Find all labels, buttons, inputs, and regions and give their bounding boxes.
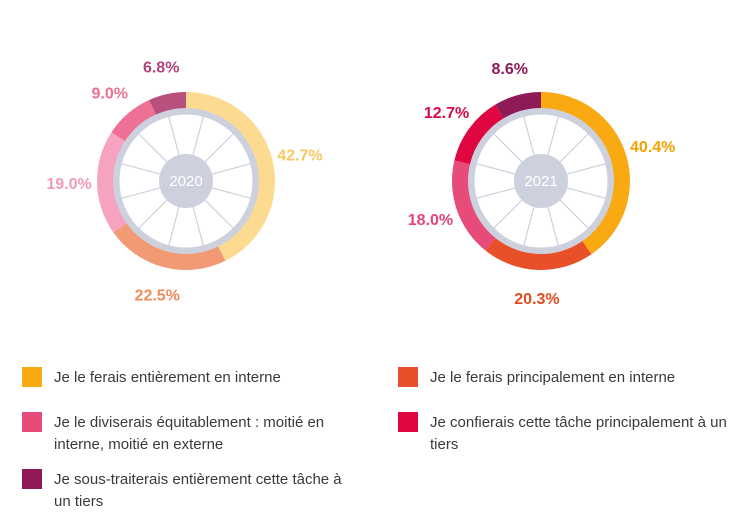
slice-label: 40.4% [630,139,675,156]
wheel-spoke [546,116,559,158]
wheel-spoke [209,186,251,199]
legend-item-1: Je le ferais entièrement en interne [22,367,352,389]
wheel-spoke [476,186,518,199]
slice-label: 18.0% [408,212,453,229]
slice-label: 6.8% [143,60,179,77]
donut-chart-2020: 42.7% 22.5% 19.0% 9.0% 6.8% 2020 [46,60,322,305]
wheel-spoke [493,198,524,229]
legend-label: Je le diviserais équitablement : moitié … [54,414,325,453]
wheel-spoke [564,186,606,199]
legend-item-5: Je sous-traiterais entièrement cette tâc… [22,469,352,513]
legend-swatch [22,469,42,489]
donut-slice [485,238,592,271]
slice-label: 9.0% [92,85,128,102]
wheel-spoke [546,204,559,246]
legend-swatch [22,367,42,387]
wheel-spoke [476,163,518,176]
chart-year-label: 2020 [169,173,202,190]
donut-slice [495,92,541,119]
wheel-spoke [203,133,234,164]
wheel-spoke [203,198,234,229]
slice-label: 12.7% [424,105,469,122]
wheel-rim [112,107,260,255]
hub-circle [514,154,568,208]
legend-item-2: Je le ferais principalement en interne [398,367,733,389]
slice-label: 8.6% [492,61,528,78]
donut-chart-2021: 40.4% 20.3% 18.0% 12.7% 8.6% 2021 [408,61,676,308]
legend-item-4: Je confierais cette tâche principalement… [398,412,738,456]
wheel-spoke [121,186,163,199]
legend-label: Je sous-traiterais entièrement cette tâc… [54,471,342,510]
wheel-spoke [138,133,169,164]
legend-item-3: Je le diviserais équitablement : moitié … [22,412,352,456]
donut-slice [454,104,504,165]
chart-year-label: 2021 [524,173,557,190]
hub-circle [159,154,213,208]
donut-slice [186,92,276,261]
wheel-spoke [523,204,536,246]
legend-swatch [22,412,42,432]
donut-slice [452,160,496,251]
wheel-spoke [191,204,204,246]
slice-label: 22.5% [135,287,180,304]
legend-swatch [398,412,418,432]
wheel-spoke [564,163,606,176]
legend-label: Je le ferais principalement en interne [430,369,676,386]
wheel-spoke [558,133,589,164]
wheel-spoke [168,116,181,158]
wheel-spoke [138,198,169,229]
wheel-spoke [168,204,181,246]
donut-slice [97,132,127,233]
donut-slice [113,223,226,271]
wheel-spoke [493,133,524,164]
donut-slice [111,100,156,142]
legend-label: Je confierais cette tâche principalement… [430,414,727,453]
legend-swatch [398,367,418,387]
slice-label: 19.0% [46,176,91,193]
legend-label: Je le ferais entièrement en interne [54,369,281,386]
donut-slice [541,92,630,255]
donut-charts: 42.7% 22.5% 19.0% 9.0% 6.8% 2020 40.4% 20.3% 18… [46,60,676,308]
slice-label: 20.3% [514,291,559,308]
wheel-spoke [121,163,163,176]
donut-slice [149,92,186,115]
wheel-spoke [191,116,204,158]
wheel-rim [467,107,615,255]
slice-label: 42.7% [277,147,322,164]
wheel-spoke [558,198,589,229]
wheel-spoke [209,163,251,176]
wheel-spoke [523,116,536,158]
